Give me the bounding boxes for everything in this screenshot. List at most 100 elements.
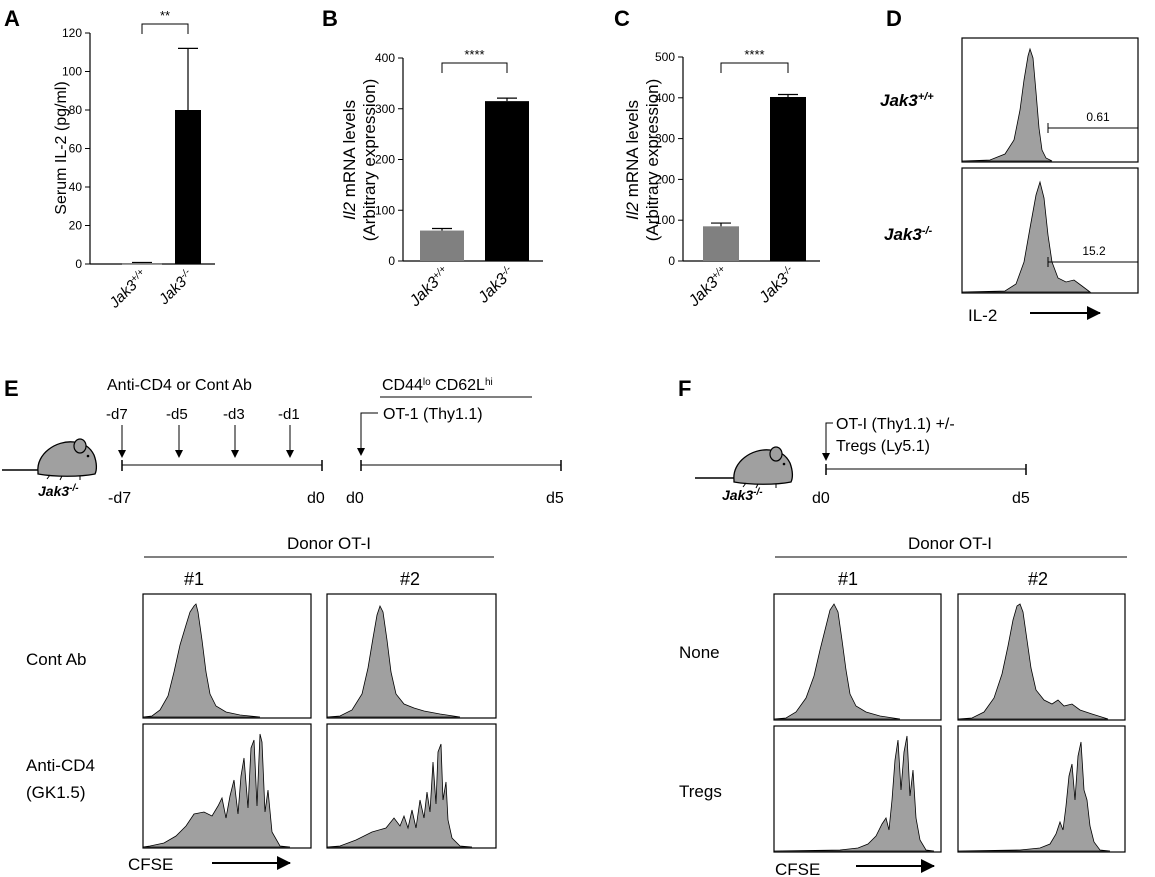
mouse-icon-f [695, 446, 794, 489]
f-histogram-2-2 [957, 741, 1111, 852]
panel-letter-a: A [4, 6, 20, 31]
b-significance-bracket [441, 62, 508, 73]
panel-letter-c: C [614, 6, 630, 31]
d-gate-value-2: 15.2 [1082, 244, 1106, 258]
c-y-tick-label: 0 [668, 254, 675, 268]
c-y-label-line2: (Arbitrary expression) [643, 79, 662, 242]
e-transfer-arrow [357, 412, 378, 456]
f-row-1-label: None [679, 643, 720, 662]
b-bar-ko [485, 101, 529, 261]
a-significance-stars: ** [160, 8, 170, 23]
f-plot-frame-2-2 [957, 725, 1126, 853]
e-histogram-1-2 [326, 604, 461, 718]
d-x-label: IL-2 [968, 306, 997, 325]
panel-letter-e: E [4, 376, 19, 401]
e-row-1-label: Cont Ab [26, 650, 87, 669]
c-significance-bracket [720, 62, 789, 73]
d-histogram-2 [961, 180, 1092, 293]
b-y-tick-label: 200 [375, 153, 395, 167]
b-y-tick-label: 400 [375, 51, 395, 65]
f-histogram-1-1 [773, 603, 901, 720]
a-y-tick-label: 120 [62, 26, 82, 40]
f-col-2: #2 [1028, 569, 1048, 589]
b-y-label-line2: (Arbitrary expression) [360, 79, 379, 242]
e-histogram-1-1 [142, 603, 261, 718]
f-timeline-end: d5 [1012, 490, 1030, 507]
b-category-label: Jak3-/- [474, 263, 518, 307]
d-genotype-ko: Jak3-/- [884, 225, 933, 244]
f-histogram-1-2 [957, 603, 1109, 720]
d-plot-frame-1 [961, 37, 1139, 163]
d-genotype-wt: Jak3+/+ [880, 91, 934, 110]
e-plot-frame-1-2 [326, 593, 497, 719]
c-significance-stars: **** [744, 47, 764, 62]
f-donor-header: Donor OT-I [908, 534, 992, 553]
f-row-2-label: Tregs [679, 782, 722, 801]
a-y-tick-label: 0 [75, 257, 82, 271]
f-timeline-start: d0 [812, 490, 830, 507]
e-timeline-2-end: d5 [546, 490, 564, 507]
e-treatment-title: Anti-CD4 or Cont Ab [107, 377, 252, 394]
b-category-label: Jak3+/+ [406, 263, 453, 310]
c-bar-wt [703, 226, 739, 261]
e-row-2-label-line2: (GK1.5) [26, 783, 86, 802]
chart-a: 0 20 40 60 80 100 120 Jak3+/+ Jak3-/- ** Serum IL-… [53, 8, 215, 312]
a-y-tick-label: 40 [69, 180, 83, 194]
panel-f: Jak3-/- OT-I (Thy1.1) +/- Tregs (Ly5.1) … [679, 416, 1127, 877]
e-plot-frame-2-2 [326, 723, 497, 849]
a-y-tick-label: 60 [69, 142, 83, 156]
c-y-label-line1: Il2 mRNA levels [623, 100, 642, 220]
chart-c: 0 100 200 300 400 500 Jak3+/+ Jak3-/- **** Il2 mR… [623, 47, 820, 311]
e-plot-frame-1-1 [142, 593, 312, 719]
f-plot-frame-1-1 [773, 593, 942, 721]
e-day-1: -d7 [106, 406, 128, 423]
c-y-tick-label: 300 [655, 132, 675, 146]
e-row-2-label-line1: Anti-CD4 [26, 756, 95, 775]
a-y-label: Serum IL-2 (pg/ml) [53, 81, 70, 214]
e-histogram-2-1 [142, 733, 291, 848]
b-y-tick-label: 300 [375, 102, 395, 116]
f-transfer-arrow [822, 422, 833, 461]
f-transfer-line1: OT-I (Thy1.1) +/- [836, 416, 955, 433]
e-transfer-label: OT-1 (Thy1.1) [383, 406, 483, 423]
f-plot-frame-1-2 [957, 593, 1126, 721]
e-donor-header: Donor OT-I [287, 534, 371, 553]
e-day-2: -d5 [166, 406, 188, 423]
e-timeline-2-start: d0 [346, 490, 364, 507]
c-y-tick-label: 100 [655, 213, 675, 227]
e-timeline-1-start: -d7 [108, 490, 131, 507]
f-transfer-line2: Tregs (Ly5.1) [836, 438, 930, 455]
d-plot-frame-2 [961, 167, 1139, 294]
mouse-icon [2, 438, 98, 481]
c-bar-ko [770, 96, 806, 261]
d-histogram-1 [961, 47, 1053, 162]
d-gate-value-1: 0.61 [1086, 110, 1110, 124]
a-y-tick-label: 100 [62, 65, 82, 79]
e-mouse-genotype: Jak3-/- [38, 483, 79, 500]
e-day-3: -d3 [223, 406, 245, 423]
panel-letter-d: D [886, 6, 902, 31]
c-y-tick-label: 500 [655, 50, 675, 64]
panel-letter-b: B [322, 6, 338, 31]
e-cell-phenotype: CD44lo CD62Lhi [382, 377, 493, 395]
c-y-tick-label: 200 [655, 172, 675, 186]
b-y-tick-label: 0 [388, 254, 395, 268]
panel-d: Jak3+/+ Jak3-/- 0.61 15.2 IL-2 [880, 37, 1139, 325]
e-timeline-1-end: d0 [307, 490, 325, 507]
a-y-tick-label: 20 [69, 219, 83, 233]
chart-b: 0 100 200 300 400 Jak3+/+ Jak3-/- **** Il2 mRNA … [340, 47, 543, 311]
e-col-1: #1 [184, 569, 204, 589]
b-significance-stars: **** [464, 47, 484, 62]
c-y-tick-label: 400 [655, 91, 675, 105]
c-category-label: Jak3-/- [755, 263, 799, 307]
a-category-label: Jak3-/- [155, 266, 198, 309]
e-histogram-2-2 [326, 743, 473, 848]
a-y-tick-label: 80 [69, 103, 83, 117]
c-category-label: Jak3+/+ [685, 263, 732, 310]
b-bar-wt [420, 230, 464, 261]
f-plot-frame-2-1 [773, 725, 942, 853]
a-category-label: Jak3+/+ [105, 266, 151, 312]
panel-letter-f: F [678, 376, 691, 401]
f-histogram-2-1 [773, 735, 935, 852]
